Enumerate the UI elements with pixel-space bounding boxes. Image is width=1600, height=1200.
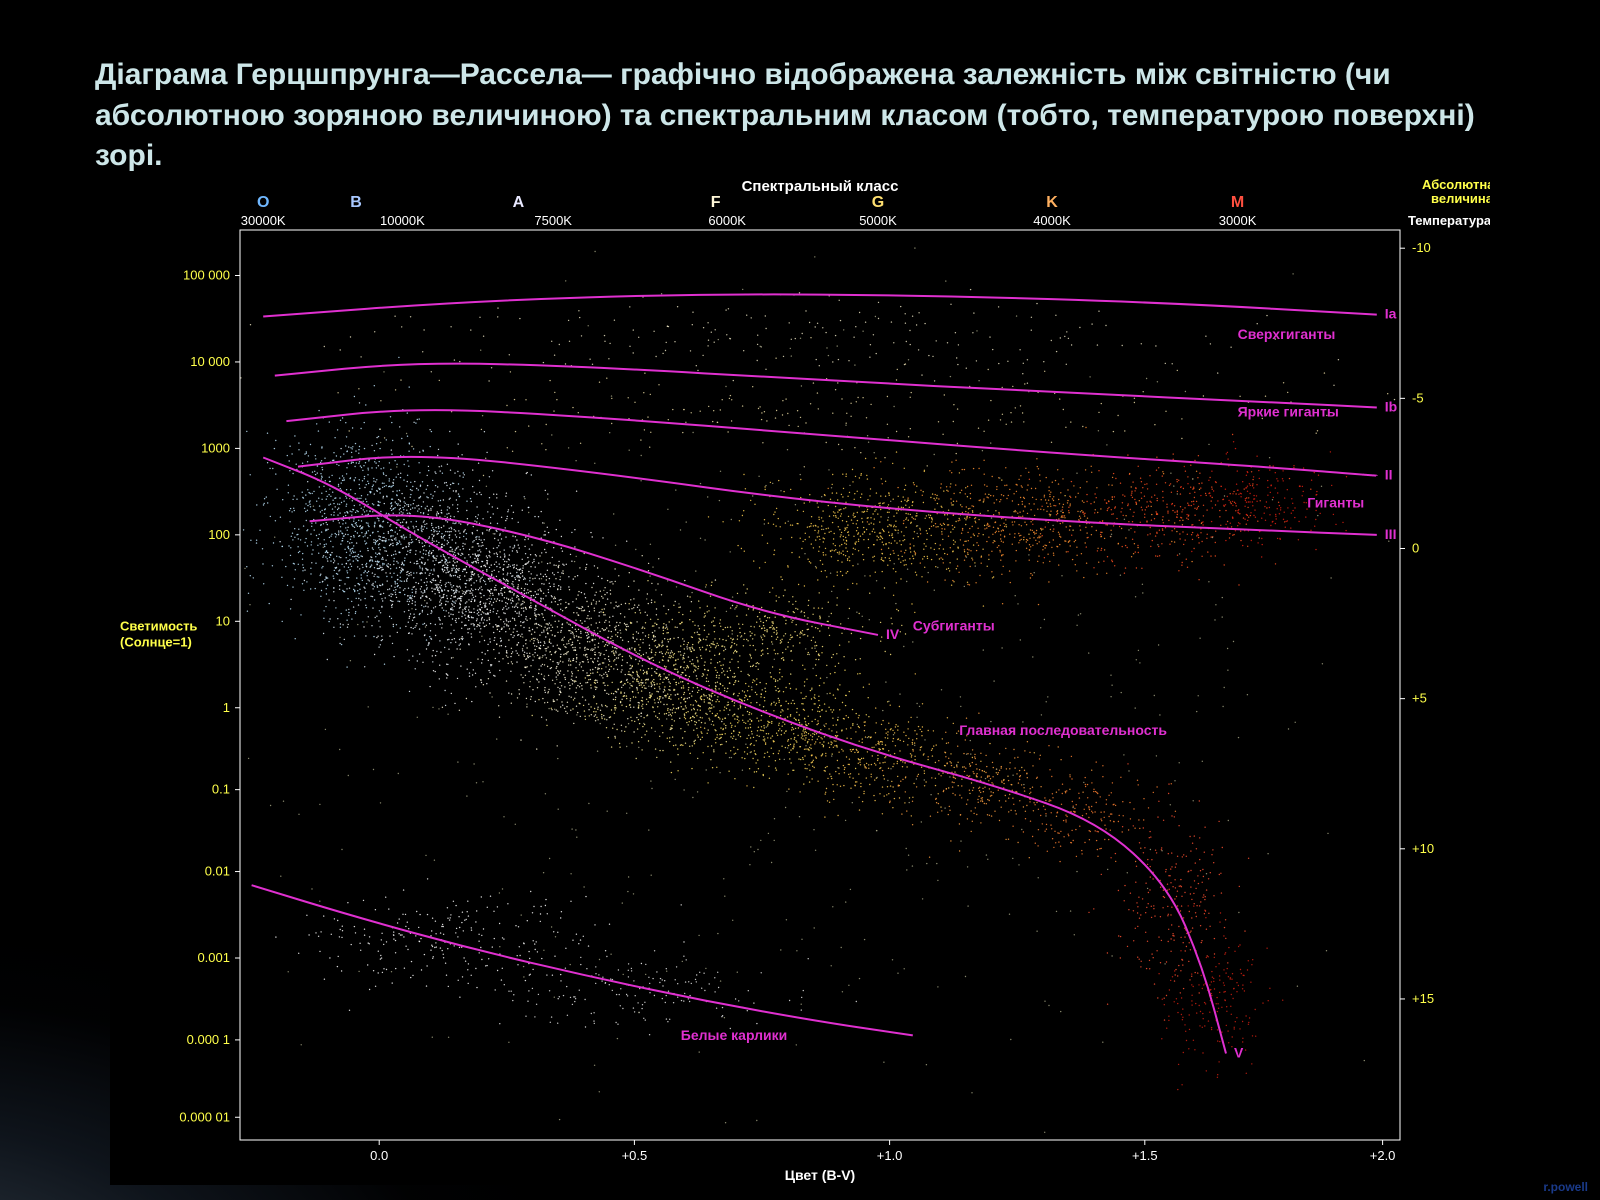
svg-text:-10: -10 [1412, 240, 1431, 255]
svg-text:100 000: 100 000 [183, 268, 230, 283]
svg-text:G: G [872, 194, 884, 211]
svg-text:1: 1 [223, 700, 230, 715]
svg-text:10 000: 10 000 [190, 354, 230, 369]
svg-text:+1.5: +1.5 [1132, 1148, 1158, 1163]
svg-text:0.000 1: 0.000 1 [187, 1032, 230, 1047]
svg-text:4000K: 4000K [1033, 213, 1071, 228]
svg-text:Цвет (B-V): Цвет (B-V) [785, 1167, 855, 1183]
svg-text:O: O [257, 194, 269, 211]
svg-text:-5: -5 [1412, 390, 1424, 405]
svg-text:+15: +15 [1412, 991, 1434, 1006]
svg-text:0.000 01: 0.000 01 [179, 1109, 230, 1124]
svg-text:10: 10 [216, 613, 230, 628]
svg-text:0.0: 0.0 [370, 1148, 388, 1163]
svg-text:0.01: 0.01 [205, 864, 230, 879]
page-title: Діаграма Герцшпрунга—Рассела— графічно в… [95, 55, 1540, 177]
svg-text:M: M [1231, 194, 1244, 211]
svg-text:5000K: 5000K [859, 213, 897, 228]
svg-text:Светимость: Светимость [120, 618, 197, 633]
hr-diagram-chart: Спектральный класс Абсолютнаявеличина O B A F… [110, 175, 1490, 1185]
svg-text:0.1: 0.1 [212, 782, 230, 797]
svg-text:B: B [350, 194, 362, 211]
svg-text:величина: величина [1431, 191, 1490, 206]
svg-text:100: 100 [208, 527, 230, 542]
svg-text:(Солнце=1): (Солнце=1) [120, 634, 192, 649]
svg-text:+2.0: +2.0 [1370, 1148, 1396, 1163]
credit-text: r.powell [1543, 1180, 1588, 1194]
svg-text:30000K: 30000K [241, 213, 286, 228]
svg-text:7500K: 7500K [534, 213, 572, 228]
svg-text:10000K: 10000K [380, 213, 425, 228]
svg-text:1000: 1000 [201, 440, 230, 455]
svg-text:Спектральный класс: Спектральный класс [742, 178, 899, 195]
svg-text:+5: +5 [1412, 691, 1427, 706]
svg-text:K: K [1046, 194, 1058, 211]
svg-text:6000K: 6000K [708, 213, 746, 228]
svg-text:+10: +10 [1412, 841, 1434, 856]
svg-text:Абсолютная: Абсолютная [1422, 177, 1490, 192]
svg-text:Температура: Температура [1408, 213, 1490, 228]
svg-text:3000K: 3000K [1219, 213, 1257, 228]
svg-text:+0.5: +0.5 [622, 1148, 648, 1163]
svg-text:F: F [711, 194, 721, 211]
svg-text:0: 0 [1412, 541, 1419, 556]
svg-text:0.001: 0.001 [197, 950, 230, 965]
svg-text:A: A [513, 194, 525, 211]
svg-text:+1.0: +1.0 [877, 1148, 903, 1163]
